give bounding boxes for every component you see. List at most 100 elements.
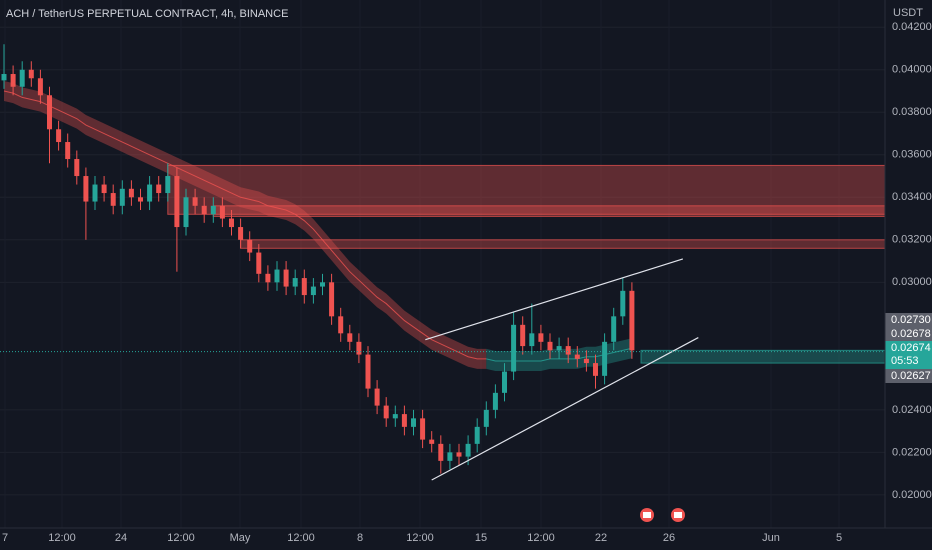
event-icons	[640, 508, 685, 522]
x-tick-label: 15	[475, 532, 487, 544]
candle-body	[247, 239, 253, 253]
candle-body	[138, 197, 143, 202]
candle-body	[19, 69, 25, 87]
candle-body	[283, 269, 289, 287]
price-tag	[885, 369, 932, 383]
x-tick-label: 12:00	[527, 532, 555, 544]
y-tick-label: 0.02400	[892, 404, 932, 416]
x-tick-label: 26	[663, 532, 675, 544]
x-tick-label: 24	[115, 532, 127, 544]
candle-body	[238, 227, 244, 240]
candle-body	[210, 205, 216, 215]
candle-body	[174, 176, 180, 228]
x-tick-label: 12:00	[406, 532, 434, 544]
candle-body	[347, 333, 353, 342]
candle-body	[10, 74, 16, 87]
x-tick-label: Jun	[762, 532, 780, 544]
candle-body	[593, 363, 598, 376]
candle-body	[456, 452, 462, 457]
candle-body	[301, 278, 307, 296]
y-tick-label: 0.04200	[892, 21, 932, 33]
candle-body	[128, 188, 134, 198]
candle-body	[474, 426, 480, 444]
trendline	[425, 258, 684, 341]
candle-body	[511, 324, 517, 372]
candle-body	[529, 333, 535, 347]
x-tick-label: 12:00	[167, 532, 195, 544]
candle-body	[274, 269, 280, 283]
y-tick-label: 0.03400	[892, 191, 932, 203]
event-icon-glyph	[643, 512, 651, 518]
candle-body	[28, 69, 34, 79]
zones	[167, 164, 886, 364]
candle-body	[565, 346, 571, 355]
ribbon-line	[3, 90, 487, 360]
candle-body	[583, 358, 589, 364]
candle-body	[110, 193, 116, 206]
y-tick-label: 0.02000	[892, 489, 932, 501]
candle-body	[83, 176, 89, 202]
candles	[1, 44, 635, 474]
candle-body	[320, 282, 325, 287]
candle-body	[65, 142, 71, 160]
y-axis-label: USDT	[893, 7, 923, 19]
candle-body	[629, 290, 635, 351]
candle-body	[356, 341, 362, 355]
candle-body	[374, 388, 380, 406]
candle-body	[165, 176, 171, 194]
price-tag-sub: 05:53	[891, 355, 919, 367]
candle-body	[383, 405, 389, 419]
price-tag	[885, 313, 932, 327]
x-tick-label: May	[230, 532, 251, 544]
candle-body	[229, 218, 234, 228]
candle-body	[438, 443, 444, 461]
y-tick-label: 0.03800	[892, 106, 932, 118]
candle-body	[447, 452, 453, 461]
zone	[240, 239, 886, 249]
candle-body	[219, 205, 225, 219]
price-tag	[885, 327, 932, 341]
x-tick-label: 7	[2, 532, 8, 544]
candle-body	[483, 409, 489, 427]
trendlines	[425, 258, 699, 481]
candle-body	[56, 129, 62, 143]
y-tick-label: 0.03000	[892, 276, 932, 288]
candle-body	[256, 252, 262, 274]
y-tick-label: 0.03600	[892, 149, 932, 161]
chart-title: ACH / TetherUS PERPETUAL CONTRACT, 4h, B…	[6, 8, 288, 20]
candle-body	[338, 316, 344, 334]
candle-body	[74, 159, 80, 177]
x-tick-label: 12:00	[287, 532, 315, 544]
candle-body	[602, 341, 608, 376]
price-tag	[885, 341, 932, 369]
trendline	[431, 337, 699, 481]
candle-body	[292, 278, 298, 287]
price-tag-label: 0.02730	[891, 314, 931, 326]
candle-body	[147, 184, 153, 202]
candle-body	[574, 354, 580, 359]
price-tag-label: 0.02674	[891, 342, 931, 354]
candle-body	[547, 341, 553, 351]
candle-body	[411, 418, 416, 427]
candle-body	[556, 346, 562, 351]
zone	[640, 349, 886, 364]
candle-body	[620, 290, 626, 317]
candle-body	[329, 282, 335, 317]
candle-body	[429, 439, 435, 444]
candle-body	[420, 418, 426, 440]
price-tag-label: 0.02627	[891, 370, 931, 382]
candle-body	[201, 205, 207, 215]
candle-body	[183, 197, 189, 228]
x-tick-label: 22	[595, 532, 607, 544]
zone	[212, 205, 886, 217]
grid	[0, 26, 885, 496]
y-tick-label: 0.04000	[892, 64, 932, 76]
candle-body	[101, 184, 107, 194]
candle-body	[37, 78, 43, 96]
candle-body	[492, 392, 498, 410]
candle-body	[465, 443, 471, 457]
candle-body	[502, 371, 507, 393]
ribbon-band	[4, 81, 487, 369]
